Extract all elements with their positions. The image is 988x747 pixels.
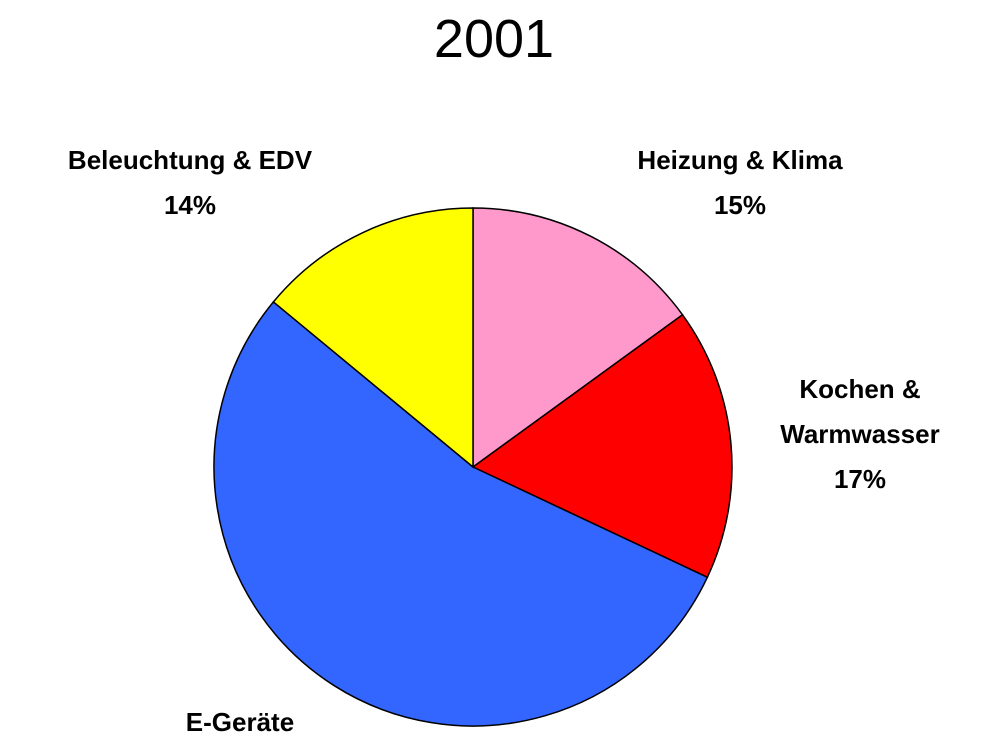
slice-label: E-Geräte bbox=[110, 700, 370, 745]
pie-slice bbox=[472, 207, 684, 469]
value-label: 15% bbox=[713, 190, 767, 220]
category-label: E-Geräte bbox=[185, 707, 295, 737]
category-label: Heizung & Klima bbox=[637, 145, 843, 175]
category-label: Beleuchtung & EDV bbox=[67, 145, 313, 175]
slice-label: Kochen & Warmwasser 17% bbox=[750, 367, 970, 502]
slice-label: Beleuchtung & EDV 14% bbox=[10, 138, 370, 228]
value-label: 14% bbox=[163, 190, 217, 220]
pie-slice bbox=[471, 313, 733, 579]
slice-label: Heizung & Klima 15% bbox=[600, 138, 880, 228]
pie-slice bbox=[272, 207, 474, 469]
pie-slice bbox=[213, 300, 709, 727]
category-label: Kochen & Warmwasser bbox=[780, 374, 940, 449]
value-label: 17% bbox=[833, 464, 887, 494]
chart-title: 2001 bbox=[433, 9, 555, 69]
